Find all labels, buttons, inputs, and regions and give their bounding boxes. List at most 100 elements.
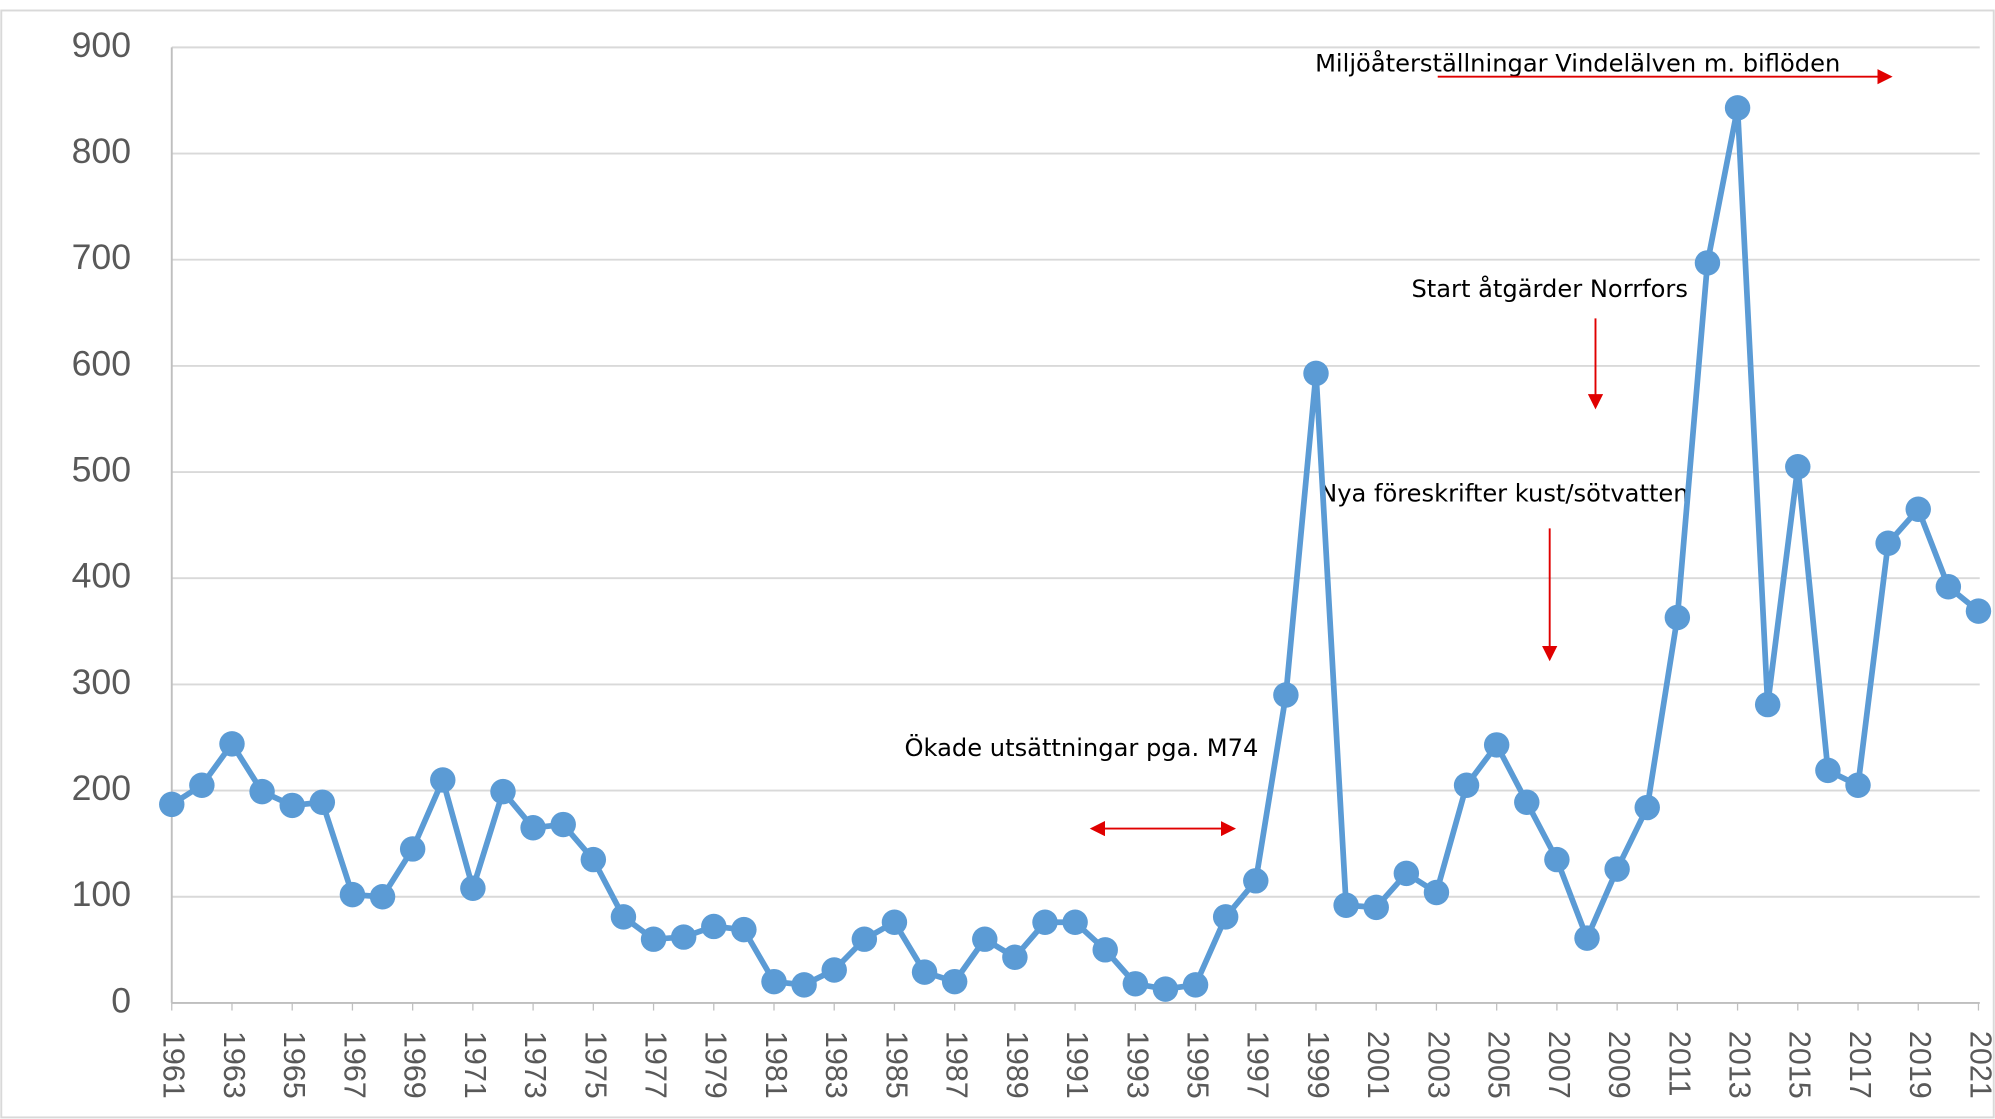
x-tick-label: 1997	[1241, 1031, 1275, 1099]
point	[550, 811, 576, 838]
x-tick-label: 2017	[1843, 1031, 1877, 1099]
point	[1423, 879, 1450, 906]
x-tick-label: 1999	[1301, 1031, 1335, 1099]
point	[1815, 757, 1841, 784]
point	[399, 836, 426, 862]
point	[1032, 909, 1058, 935]
point	[1845, 772, 1871, 798]
x-tick-label: 1993	[1120, 1031, 1154, 1099]
point	[1002, 944, 1028, 970]
point	[279, 792, 305, 819]
point	[520, 815, 546, 841]
point	[430, 767, 456, 793]
point	[731, 916, 757, 943]
y-tick-label: 500	[72, 449, 131, 489]
point	[339, 881, 366, 908]
y-tick-label: 700	[72, 237, 131, 277]
point	[941, 968, 968, 995]
x-tick-label: 1979	[699, 1031, 733, 1099]
annotation: Ökade utsättningar pga. M74	[905, 733, 1259, 762]
point	[1724, 95, 1751, 121]
point	[1363, 894, 1389, 921]
point	[1122, 971, 1149, 997]
x-tick-label: 1961	[157, 1031, 191, 1099]
point	[189, 772, 215, 798]
point	[791, 972, 817, 998]
point	[881, 909, 908, 935]
point	[580, 846, 607, 873]
point	[1303, 360, 1329, 387]
x-tick-label: 2007	[1542, 1031, 1576, 1099]
point	[159, 791, 185, 818]
y-tick-label: 200	[72, 768, 131, 808]
y-tick-label: 400	[72, 556, 131, 596]
x-tick-label: 1983	[819, 1031, 853, 1099]
point	[1965, 598, 1992, 624]
point	[1333, 892, 1359, 918]
point	[1754, 691, 1781, 718]
x-tick-label: 1967	[337, 1031, 371, 1099]
point	[610, 904, 637, 930]
point	[1092, 937, 1118, 963]
point	[460, 875, 486, 901]
x-tick-label: 2011	[1662, 1031, 1696, 1097]
x-tick-label: 1981	[759, 1031, 793, 1099]
point	[1273, 682, 1299, 708]
y-tick-label: 0	[111, 980, 131, 1020]
point	[821, 957, 847, 983]
point	[490, 778, 516, 805]
point	[640, 926, 667, 952]
x-tick-label: 1987	[940, 1031, 974, 1099]
y-tick-label: 300	[72, 662, 131, 702]
point	[761, 968, 787, 995]
x-tick-label: 2021	[1963, 1031, 1995, 1099]
x-tick-label: 2015	[1783, 1031, 1817, 1099]
point	[1182, 972, 1209, 998]
x-tick-label: 2001	[1361, 1031, 1395, 1099]
point	[701, 913, 727, 940]
point	[1935, 574, 1962, 600]
point	[1694, 250, 1721, 276]
x-tick-label: 1975	[578, 1031, 612, 1099]
point	[911, 959, 938, 985]
point	[1905, 496, 1931, 522]
line	[170, 105, 1981, 992]
annotation: Nya föreskrifter kust/sötvatten	[1319, 480, 1688, 508]
x-tick-label: 1963	[217, 1031, 251, 1099]
x-tick-label: 1971	[458, 1031, 492, 1099]
point	[1152, 976, 1179, 1002]
x-tick-label: 1985	[879, 1031, 913, 1099]
x-tick-label: 1969	[398, 1031, 432, 1099]
x-tick-label: 2013	[1723, 1031, 1757, 1099]
point	[1574, 925, 1600, 951]
y-tick-label: 800	[72, 131, 131, 171]
point	[1453, 772, 1480, 798]
x-tick-label: 1989	[1000, 1031, 1034, 1099]
annotation: Miljöåterställningar Vindelälven m. bifl…	[1315, 49, 1840, 78]
y-tick-label: 600	[72, 343, 131, 383]
point	[219, 731, 245, 757]
x-tick-label: 1991	[1060, 1031, 1094, 1099]
point	[1212, 904, 1239, 930]
x-tick-label: 2009	[1602, 1031, 1636, 1099]
frame	[0, 9, 1995, 1119]
point	[670, 924, 697, 950]
point	[1243, 868, 1269, 894]
x-tick-label: 2003	[1421, 1031, 1455, 1099]
y-tick-label: 900	[72, 25, 131, 65]
x-tick-label: 1977	[638, 1031, 672, 1099]
point	[972, 926, 998, 952]
point	[369, 884, 396, 910]
point	[1544, 846, 1570, 873]
point	[851, 926, 878, 952]
point	[1634, 794, 1660, 821]
annotation: Start åtgärder Norrfors	[1411, 274, 1688, 303]
point	[1875, 530, 1901, 556]
point	[1514, 789, 1540, 815]
x-tick-label: 1973	[518, 1031, 552, 1099]
point	[1664, 604, 1691, 631]
x-tick-label: 2019	[1903, 1031, 1937, 1099]
point	[249, 778, 275, 805]
point	[1062, 909, 1088, 935]
